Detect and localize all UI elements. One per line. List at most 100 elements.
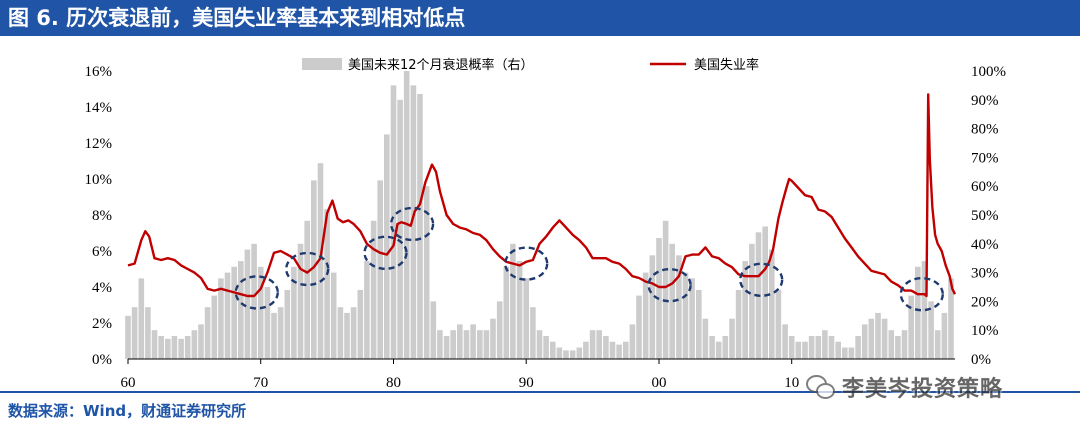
recession-bar <box>171 336 178 359</box>
recession-bar <box>934 330 941 359</box>
recession-bar <box>915 266 921 359</box>
recession-bar <box>470 324 476 359</box>
recession-bar <box>496 301 503 359</box>
recession-bar <box>277 307 284 359</box>
recession-bar <box>788 336 795 359</box>
recession-bar <box>682 272 689 359</box>
recession-bar <box>490 318 496 359</box>
recession-bar <box>629 324 636 359</box>
recession-bar <box>364 261 370 359</box>
recession-bar <box>184 336 191 359</box>
recession-bar <box>224 272 231 359</box>
low-point-circle <box>647 268 692 303</box>
recession-bar <box>330 272 337 359</box>
source-note: 数据来源：Wind，财通证券研究所 <box>8 402 247 420</box>
recession-bar <box>649 255 656 359</box>
recession-bar <box>941 312 948 359</box>
recession-bar <box>948 278 954 359</box>
legend-label-unemployment: 美国失业率 <box>694 57 759 73</box>
recession-bar <box>689 278 695 359</box>
recession-bar <box>244 249 251 359</box>
right-y-tick-label: 100% <box>971 64 1006 80</box>
title-bar: 图 6. 历次衰退前，美国失业率基本来到相对低点 <box>0 0 1080 36</box>
x-tick-label: 70 <box>253 375 268 390</box>
recession-bar <box>138 278 145 359</box>
recession-bar <box>808 336 815 359</box>
recession-bar <box>337 307 344 359</box>
recession-bar <box>284 289 291 359</box>
recession-bar <box>802 341 808 359</box>
low-point-circle <box>285 251 330 287</box>
recession-bar <box>828 336 835 359</box>
recession-bar <box>257 266 264 359</box>
recession-bar <box>198 324 204 359</box>
legend-bar-swatch <box>302 58 342 70</box>
recession-bar <box>603 336 609 359</box>
recession-bar <box>669 243 675 359</box>
recession-bar <box>855 336 861 359</box>
recession-bar <box>928 301 934 359</box>
recession-bar <box>510 243 516 359</box>
recession-bar <box>742 261 748 359</box>
right-y-tick-label: 20% <box>971 294 999 310</box>
recession-bar <box>377 180 383 359</box>
recession-bar <box>357 289 364 359</box>
right-y-tick-label: 50% <box>971 208 999 224</box>
recession-bar <box>749 243 755 359</box>
recession-bar <box>151 330 158 359</box>
recession-bar <box>596 330 602 359</box>
right-y-tick-label: 0% <box>971 352 991 368</box>
recession-bar <box>165 338 171 359</box>
recession-bar <box>815 336 822 359</box>
recession-bar <box>569 350 576 359</box>
recession-bar <box>895 336 901 359</box>
recession-bar <box>463 330 470 359</box>
left-y-tick-label: 8% <box>92 208 112 224</box>
recession-bar <box>848 347 855 359</box>
recession-bar <box>676 255 682 359</box>
right-y-tick-label: 60% <box>971 179 999 195</box>
recession-bar <box>636 295 642 359</box>
recession-bar <box>576 347 583 359</box>
recession-bar <box>623 341 629 359</box>
legend: 美国未来12个月衰退概率（右） 美国失业率 <box>302 57 759 73</box>
recession-bar <box>530 307 536 359</box>
recession-bar <box>550 341 556 359</box>
low-point-circle <box>389 206 435 242</box>
recession-bar <box>735 289 742 359</box>
left-y-tick-label: 14% <box>85 100 113 116</box>
watermark-text: 李美岑投资策略 <box>842 377 1004 402</box>
right-y-tick-label: 10% <box>971 323 999 339</box>
low-point-annotations <box>234 206 944 312</box>
recession-bar <box>125 315 131 359</box>
recession-bar <box>297 243 304 359</box>
recession-bar <box>304 220 310 359</box>
recession-bar <box>483 330 490 359</box>
recession-bar <box>271 312 277 359</box>
recession-bar <box>662 220 669 359</box>
recession-bar <box>403 71 410 359</box>
recession-bar <box>729 318 735 359</box>
recession-bar <box>609 341 616 359</box>
recession-bar <box>423 186 430 359</box>
recession-bar <box>131 307 138 359</box>
low-point-circle <box>504 246 549 281</box>
recession-bar <box>769 249 775 359</box>
recession-bar <box>178 338 184 359</box>
recession-bar <box>145 307 151 359</box>
x-axis-ticks: 60 70 80 90 00 10 <box>121 359 799 390</box>
recession-bar <box>875 312 881 359</box>
recession-bar <box>822 330 828 359</box>
recession-bar <box>583 341 589 359</box>
left-y-tick-label: 0% <box>92 352 112 368</box>
unemployment-line-layer <box>127 93 957 298</box>
recession-bar <box>397 99 403 360</box>
recession-bar <box>642 272 649 359</box>
legend-label-recession: 美国未来12个月衰退概率（右） <box>348 57 534 73</box>
low-point-circle <box>899 277 944 312</box>
recession-bar <box>921 261 928 359</box>
recession-bar <box>908 295 914 359</box>
recession-bar <box>384 134 390 359</box>
left-y-tick-label: 16% <box>85 64 113 80</box>
x-tick-label: 10 <box>784 375 799 390</box>
